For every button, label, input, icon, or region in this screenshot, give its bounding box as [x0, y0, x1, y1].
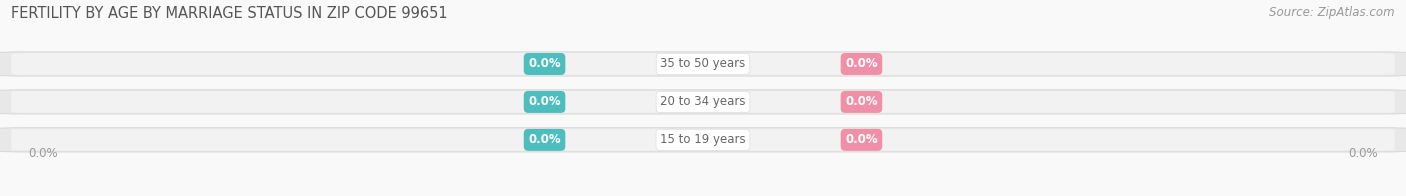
Text: 20 to 34 years: 20 to 34 years: [661, 95, 745, 108]
Text: 0.0%: 0.0%: [529, 57, 561, 71]
Text: 0.0%: 0.0%: [28, 147, 58, 160]
Text: 35 to 50 years: 35 to 50 years: [661, 57, 745, 71]
Text: 0.0%: 0.0%: [845, 95, 877, 108]
Text: 0.0%: 0.0%: [529, 133, 561, 146]
Text: 15 to 19 years: 15 to 19 years: [661, 133, 745, 146]
Text: Source: ZipAtlas.com: Source: ZipAtlas.com: [1270, 6, 1395, 19]
Text: 0.0%: 0.0%: [1348, 147, 1378, 160]
FancyBboxPatch shape: [11, 91, 1395, 113]
Text: 0.0%: 0.0%: [845, 133, 877, 146]
FancyBboxPatch shape: [11, 129, 1395, 151]
Text: 0.0%: 0.0%: [529, 95, 561, 108]
FancyBboxPatch shape: [11, 53, 1395, 75]
Text: FERTILITY BY AGE BY MARRIAGE STATUS IN ZIP CODE 99651: FERTILITY BY AGE BY MARRIAGE STATUS IN Z…: [11, 6, 449, 21]
Text: 0.0%: 0.0%: [845, 57, 877, 71]
FancyBboxPatch shape: [0, 90, 1406, 114]
FancyBboxPatch shape: [0, 128, 1406, 152]
FancyBboxPatch shape: [0, 52, 1406, 76]
